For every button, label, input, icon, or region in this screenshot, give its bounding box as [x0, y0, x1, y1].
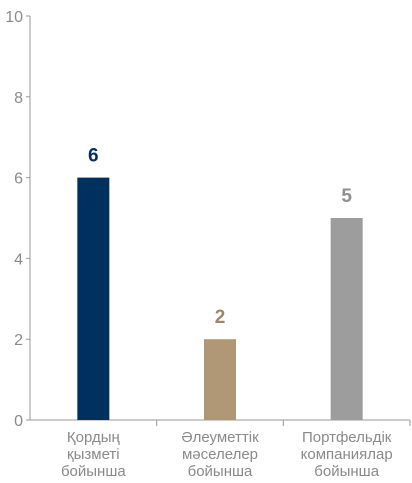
y-tick-label: 10	[5, 9, 23, 26]
y-tick-label: 0	[14, 413, 23, 430]
bar	[204, 339, 236, 420]
y-axis: 0 2 4 6 8 10	[5, 9, 31, 430]
category-labels-group: Қордың қызметі бойынша Әлеуметтік мәселелер б…	[61, 429, 393, 480]
category-label: Әлеуметтік мәселелер бойынша	[181, 429, 259, 480]
y-tick-label: 4	[14, 251, 23, 268]
y-tick-label: 8	[14, 90, 23, 107]
category-label: Қордың қызметі бойынша	[61, 429, 126, 480]
bars-group	[77, 177, 363, 420]
y-tick-label: 6	[14, 171, 23, 188]
data-label: 6	[88, 146, 99, 167]
data-labels-group: 6 2 5	[88, 146, 352, 329]
y-tick-label: 2	[14, 332, 23, 349]
data-label: 2	[215, 307, 226, 328]
bar	[77, 177, 110, 420]
category-label: Портфельдік компаниялар бойынша	[301, 429, 393, 480]
bar	[330, 218, 363, 420]
data-label: 5	[341, 186, 352, 207]
x-axis	[30, 419, 411, 426]
